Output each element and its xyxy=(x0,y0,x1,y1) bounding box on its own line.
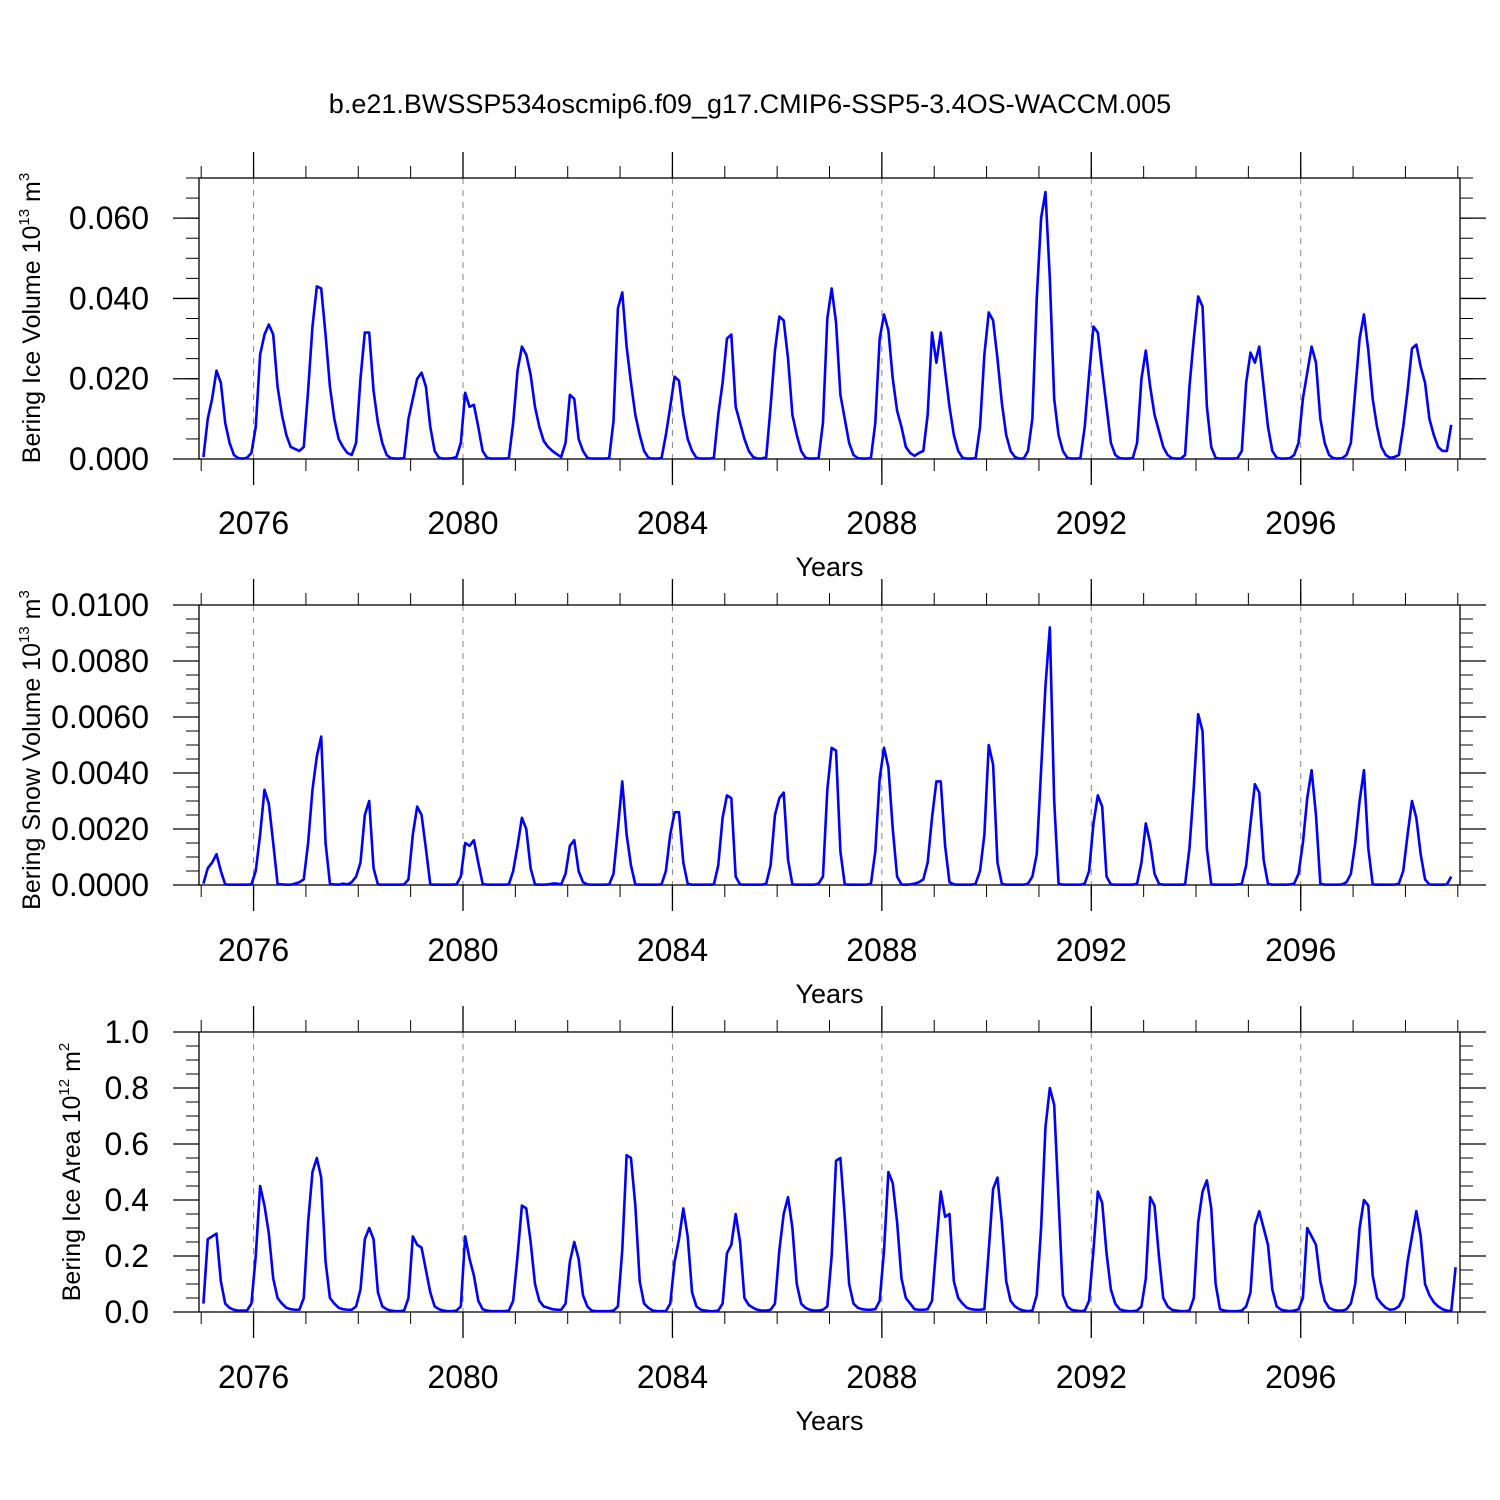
x-tick-label: 2088 xyxy=(846,932,917,968)
x-tick-label: 2096 xyxy=(1265,505,1336,541)
panel-bering-ice-area: 0.0 0.2 0.4 0.6 0.8 1.0 2076 2080 2084 2088 2092 20… xyxy=(56,1006,1486,1436)
y-axis-label: Bering Snow Volume 1013 m3 xyxy=(16,590,46,910)
x-axis-label: Years xyxy=(795,979,863,1009)
x-tick-label: 2084 xyxy=(637,1359,708,1395)
x-tick-label: 2084 xyxy=(637,505,708,541)
x-tick-label: 2080 xyxy=(427,505,498,541)
x-tick-label: 2088 xyxy=(846,1359,917,1395)
x-tick-label: 2096 xyxy=(1265,1359,1336,1395)
y-tick-label: 0.060 xyxy=(69,200,149,236)
plot-frame xyxy=(198,604,1461,886)
y-tick-label: 0.0000 xyxy=(51,867,149,903)
y-tick-label: 0.000 xyxy=(69,441,149,477)
y-tick-label: 0.0080 xyxy=(51,643,149,679)
x-axis-label: Years xyxy=(795,552,863,582)
x-tick-label: 2092 xyxy=(1056,1359,1127,1395)
y-tick-label: 0.8 xyxy=(105,1070,149,1106)
panel-bering-ice-volume: 0.000 0.020 0.040 0.060 2076 2080 2084 2088 2092… xyxy=(16,152,1486,582)
y-axis-label: Bering Ice Volume 1013 m3 xyxy=(16,173,46,463)
y-tick-label: 0.040 xyxy=(69,280,149,316)
x-tick-label: 2080 xyxy=(427,1359,498,1395)
x-tick-label: 2080 xyxy=(427,932,498,968)
y-tick-label: 0.0 xyxy=(105,1294,149,1330)
x-tick-label: 2084 xyxy=(637,932,708,968)
y-tick-label: 1.0 xyxy=(105,1014,149,1050)
y-tick-label: 0.4 xyxy=(105,1182,149,1218)
plot-frame xyxy=(198,1031,1461,1313)
y-tick-label: 0.0040 xyxy=(51,755,149,791)
y-tick-label: 0.0100 xyxy=(51,587,149,623)
x-tick-label: 2092 xyxy=(1056,932,1127,968)
series-line xyxy=(202,1086,1457,1313)
y-tick-label: 0.0060 xyxy=(51,699,149,735)
series-line xyxy=(202,190,1453,460)
x-tick-label: 2076 xyxy=(218,505,289,541)
y-tick-label: 0.6 xyxy=(105,1126,149,1162)
x-tick-label: 2088 xyxy=(846,505,917,541)
x-tick-label: 2092 xyxy=(1056,505,1127,541)
x-tick-label: 2076 xyxy=(218,932,289,968)
panel-bering-snow-volume: 0.0000 0.0020 0.0040 0.0060 0.0080 0.0100 2076… xyxy=(16,579,1486,1009)
series-line xyxy=(202,626,1453,887)
chart-title: b.e21.BWSSP534oscmip6.f09_g17.CMIP6-SSP5… xyxy=(329,89,1171,119)
y-tick-label: 0.2 xyxy=(105,1238,149,1274)
plot-frame xyxy=(198,177,1461,460)
y-tick-label: 0.020 xyxy=(69,361,149,397)
y-tick-label: 0.0020 xyxy=(51,811,149,847)
x-axis-label: Years xyxy=(795,1406,863,1436)
y-axis-label: Bering Ice Area 1012 m2 xyxy=(56,1043,86,1302)
x-tick-label: 2096 xyxy=(1265,932,1336,968)
x-tick-label: 2076 xyxy=(218,1359,289,1395)
